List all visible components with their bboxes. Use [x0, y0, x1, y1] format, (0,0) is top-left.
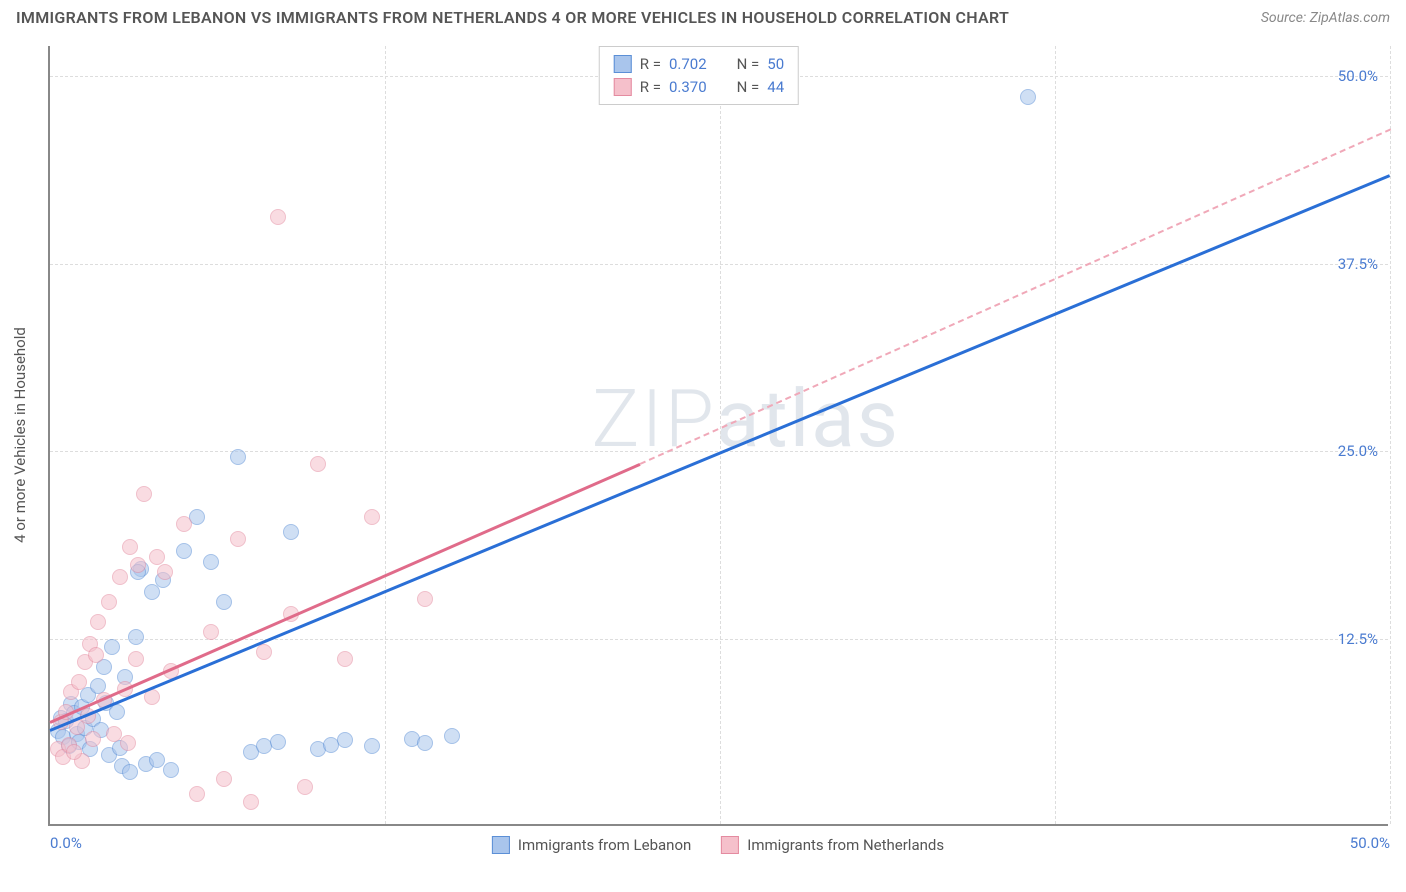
scatter-point: [270, 209, 286, 225]
legend-r-value: 0.370: [669, 76, 707, 99]
scatter-point: [203, 554, 219, 570]
series-legend-item: Immigrants from Lebanon: [492, 836, 691, 854]
scatter-point: [189, 786, 205, 802]
legend-r-label: R =: [640, 53, 661, 76]
legend-swatch: [492, 836, 510, 854]
legend-row: R = 0.702 N = 50: [614, 53, 784, 76]
scatter-point: [136, 486, 152, 502]
scatter-point: [85, 731, 101, 747]
legend-swatch: [721, 836, 739, 854]
scatter-point: [130, 557, 146, 573]
scatter-point: [337, 732, 353, 748]
chart-area: 4 or more Vehicles in Household ZIPatlas…: [48, 46, 1388, 826]
scatter-point: [444, 728, 460, 744]
trend-line: [49, 463, 640, 724]
scatter-point: [310, 456, 326, 472]
scatter-point: [230, 531, 246, 547]
scatter-point: [176, 516, 192, 532]
scatter-point: [88, 647, 104, 663]
y-tick-label: 12.5%: [1338, 630, 1378, 648]
gridline-h: [50, 264, 1388, 265]
legend-n-label: N =: [737, 53, 760, 76]
scatter-point: [120, 735, 136, 751]
scatter-point: [128, 651, 144, 667]
legend-n-value: 50: [767, 53, 784, 76]
y-tick-label: 37.5%: [1338, 255, 1378, 273]
legend-row: R = 0.370 N = 44: [614, 76, 784, 99]
scatter-point: [122, 539, 138, 555]
scatter-point: [149, 549, 165, 565]
source-attribution: Source: ZipAtlas.com: [1261, 10, 1390, 26]
gridline-v: [720, 46, 721, 824]
chart-title: IMMIGRANTS FROM LEBANON VS IMMIGRANTS FR…: [16, 8, 1009, 27]
legend-swatch: [614, 78, 632, 96]
scatter-point: [417, 591, 433, 607]
source-label: Source:: [1261, 10, 1310, 26]
correlation-legend: R = 0.702 N = 50 R = 0.370 N = 44: [599, 46, 799, 105]
scatter-point: [230, 449, 246, 465]
scatter-point: [283, 524, 299, 540]
gridline-v: [385, 46, 386, 824]
y-axis-label: 4 or more Vehicles in Household: [11, 327, 29, 543]
series-legend-label: Immigrants from Lebanon: [518, 836, 691, 854]
scatter-point: [216, 594, 232, 610]
scatter-point: [364, 509, 380, 525]
legend-r-label: R =: [640, 76, 661, 99]
x-tick-label: 50.0%: [1350, 834, 1390, 852]
legend-n-label: N =: [737, 76, 760, 99]
scatter-point: [176, 543, 192, 559]
gridline-h: [50, 639, 1388, 640]
watermark: ZIPatlas: [592, 372, 900, 466]
scatter-point: [163, 762, 179, 778]
scatter-point: [71, 674, 87, 690]
scatter-point: [112, 569, 128, 585]
scatter-point: [157, 564, 173, 580]
scatter-point: [203, 624, 219, 640]
scatter-point: [104, 639, 120, 655]
scatter-point: [216, 771, 232, 787]
legend-swatch: [614, 55, 632, 73]
x-tick-label: 0.0%: [50, 834, 82, 852]
scatter-point: [122, 764, 138, 780]
chart-header: IMMIGRANTS FROM LEBANON VS IMMIGRANTS FR…: [0, 0, 1406, 27]
scatter-point: [66, 744, 82, 760]
scatter-point: [337, 651, 353, 667]
source-value: ZipAtlas.com: [1310, 10, 1390, 26]
series-legend-label: Immigrants from Netherlands: [747, 836, 944, 854]
scatter-point: [270, 734, 286, 750]
legend-n-value: 44: [767, 76, 784, 99]
series-legend-item: Immigrants from Netherlands: [721, 836, 944, 854]
scatter-point: [1020, 89, 1036, 105]
scatter-point: [101, 594, 117, 610]
scatter-point: [243, 794, 259, 810]
plot-region: 4 or more Vehicles in Household ZIPatlas…: [48, 46, 1388, 826]
scatter-point: [297, 779, 313, 795]
scatter-point: [417, 735, 433, 751]
gridline-v: [1055, 46, 1056, 824]
gridline-v: [1390, 46, 1391, 824]
scatter-point: [128, 629, 144, 645]
scatter-point: [364, 738, 380, 754]
trend-line: [639, 129, 1390, 465]
scatter-point: [90, 614, 106, 630]
legend-r-value: 0.702: [669, 53, 707, 76]
y-tick-label: 25.0%: [1338, 442, 1378, 460]
y-tick-label: 50.0%: [1338, 67, 1378, 85]
series-legend: Immigrants from Lebanon Immigrants from N…: [492, 836, 944, 854]
scatter-point: [256, 644, 272, 660]
